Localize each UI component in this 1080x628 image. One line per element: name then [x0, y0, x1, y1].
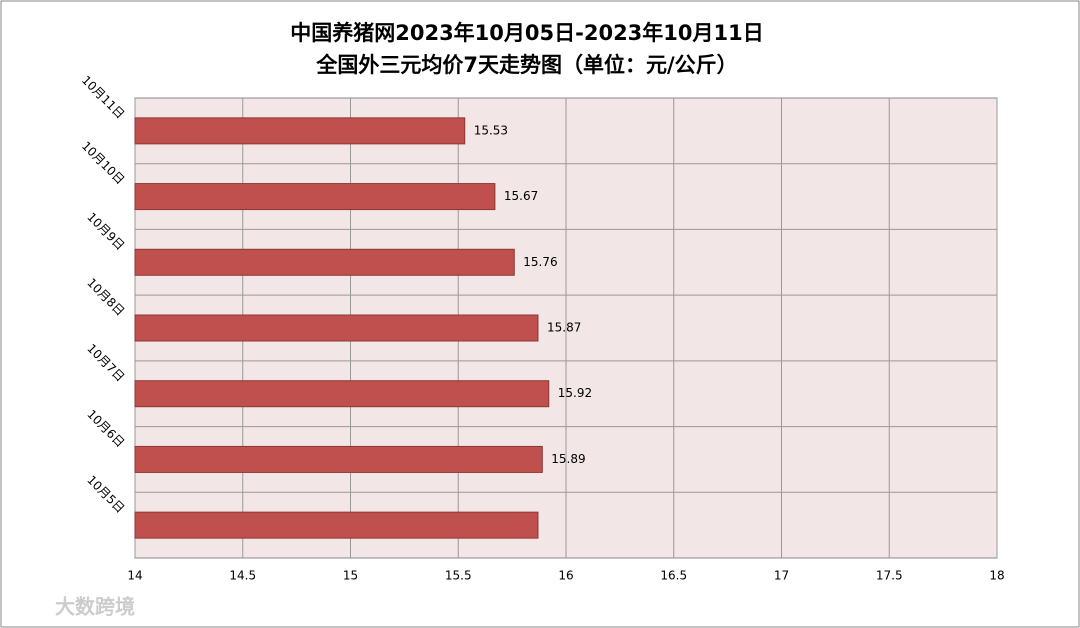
x-tick-label: 17.5	[876, 569, 903, 583]
watermark: 大数跨境	[55, 595, 135, 619]
chart-subtitle: 全国外三元均价7天走势图（单位：元/公斤）	[315, 53, 737, 77]
bar	[134, 314, 539, 342]
x-tick-label: 18	[989, 569, 1004, 583]
chart-title: 中国养猪网2023年10月05日-2023年10月11日	[290, 21, 764, 45]
x-tick-label: 14.5	[229, 569, 256, 583]
bar	[134, 117, 466, 145]
x-tick-label: 15	[343, 569, 358, 583]
bar	[134, 183, 496, 211]
x-tick-label: 14	[127, 569, 142, 583]
x-tick-label: 17	[774, 569, 789, 583]
data-label: 15.87	[547, 321, 581, 335]
data-label: 15.67	[504, 189, 538, 203]
bar	[134, 248, 515, 276]
bar	[134, 380, 550, 408]
x-tick-label: 15.5	[445, 569, 472, 583]
x-tick-label: 16.5	[660, 569, 687, 583]
data-label: 15.89	[551, 452, 585, 466]
data-label: 15.76	[523, 255, 557, 269]
bar	[134, 511, 539, 539]
data-label: 15.53	[474, 123, 508, 137]
data-label: 15.92	[558, 386, 592, 400]
x-tick-label: 16	[558, 569, 573, 583]
bar	[134, 445, 543, 473]
